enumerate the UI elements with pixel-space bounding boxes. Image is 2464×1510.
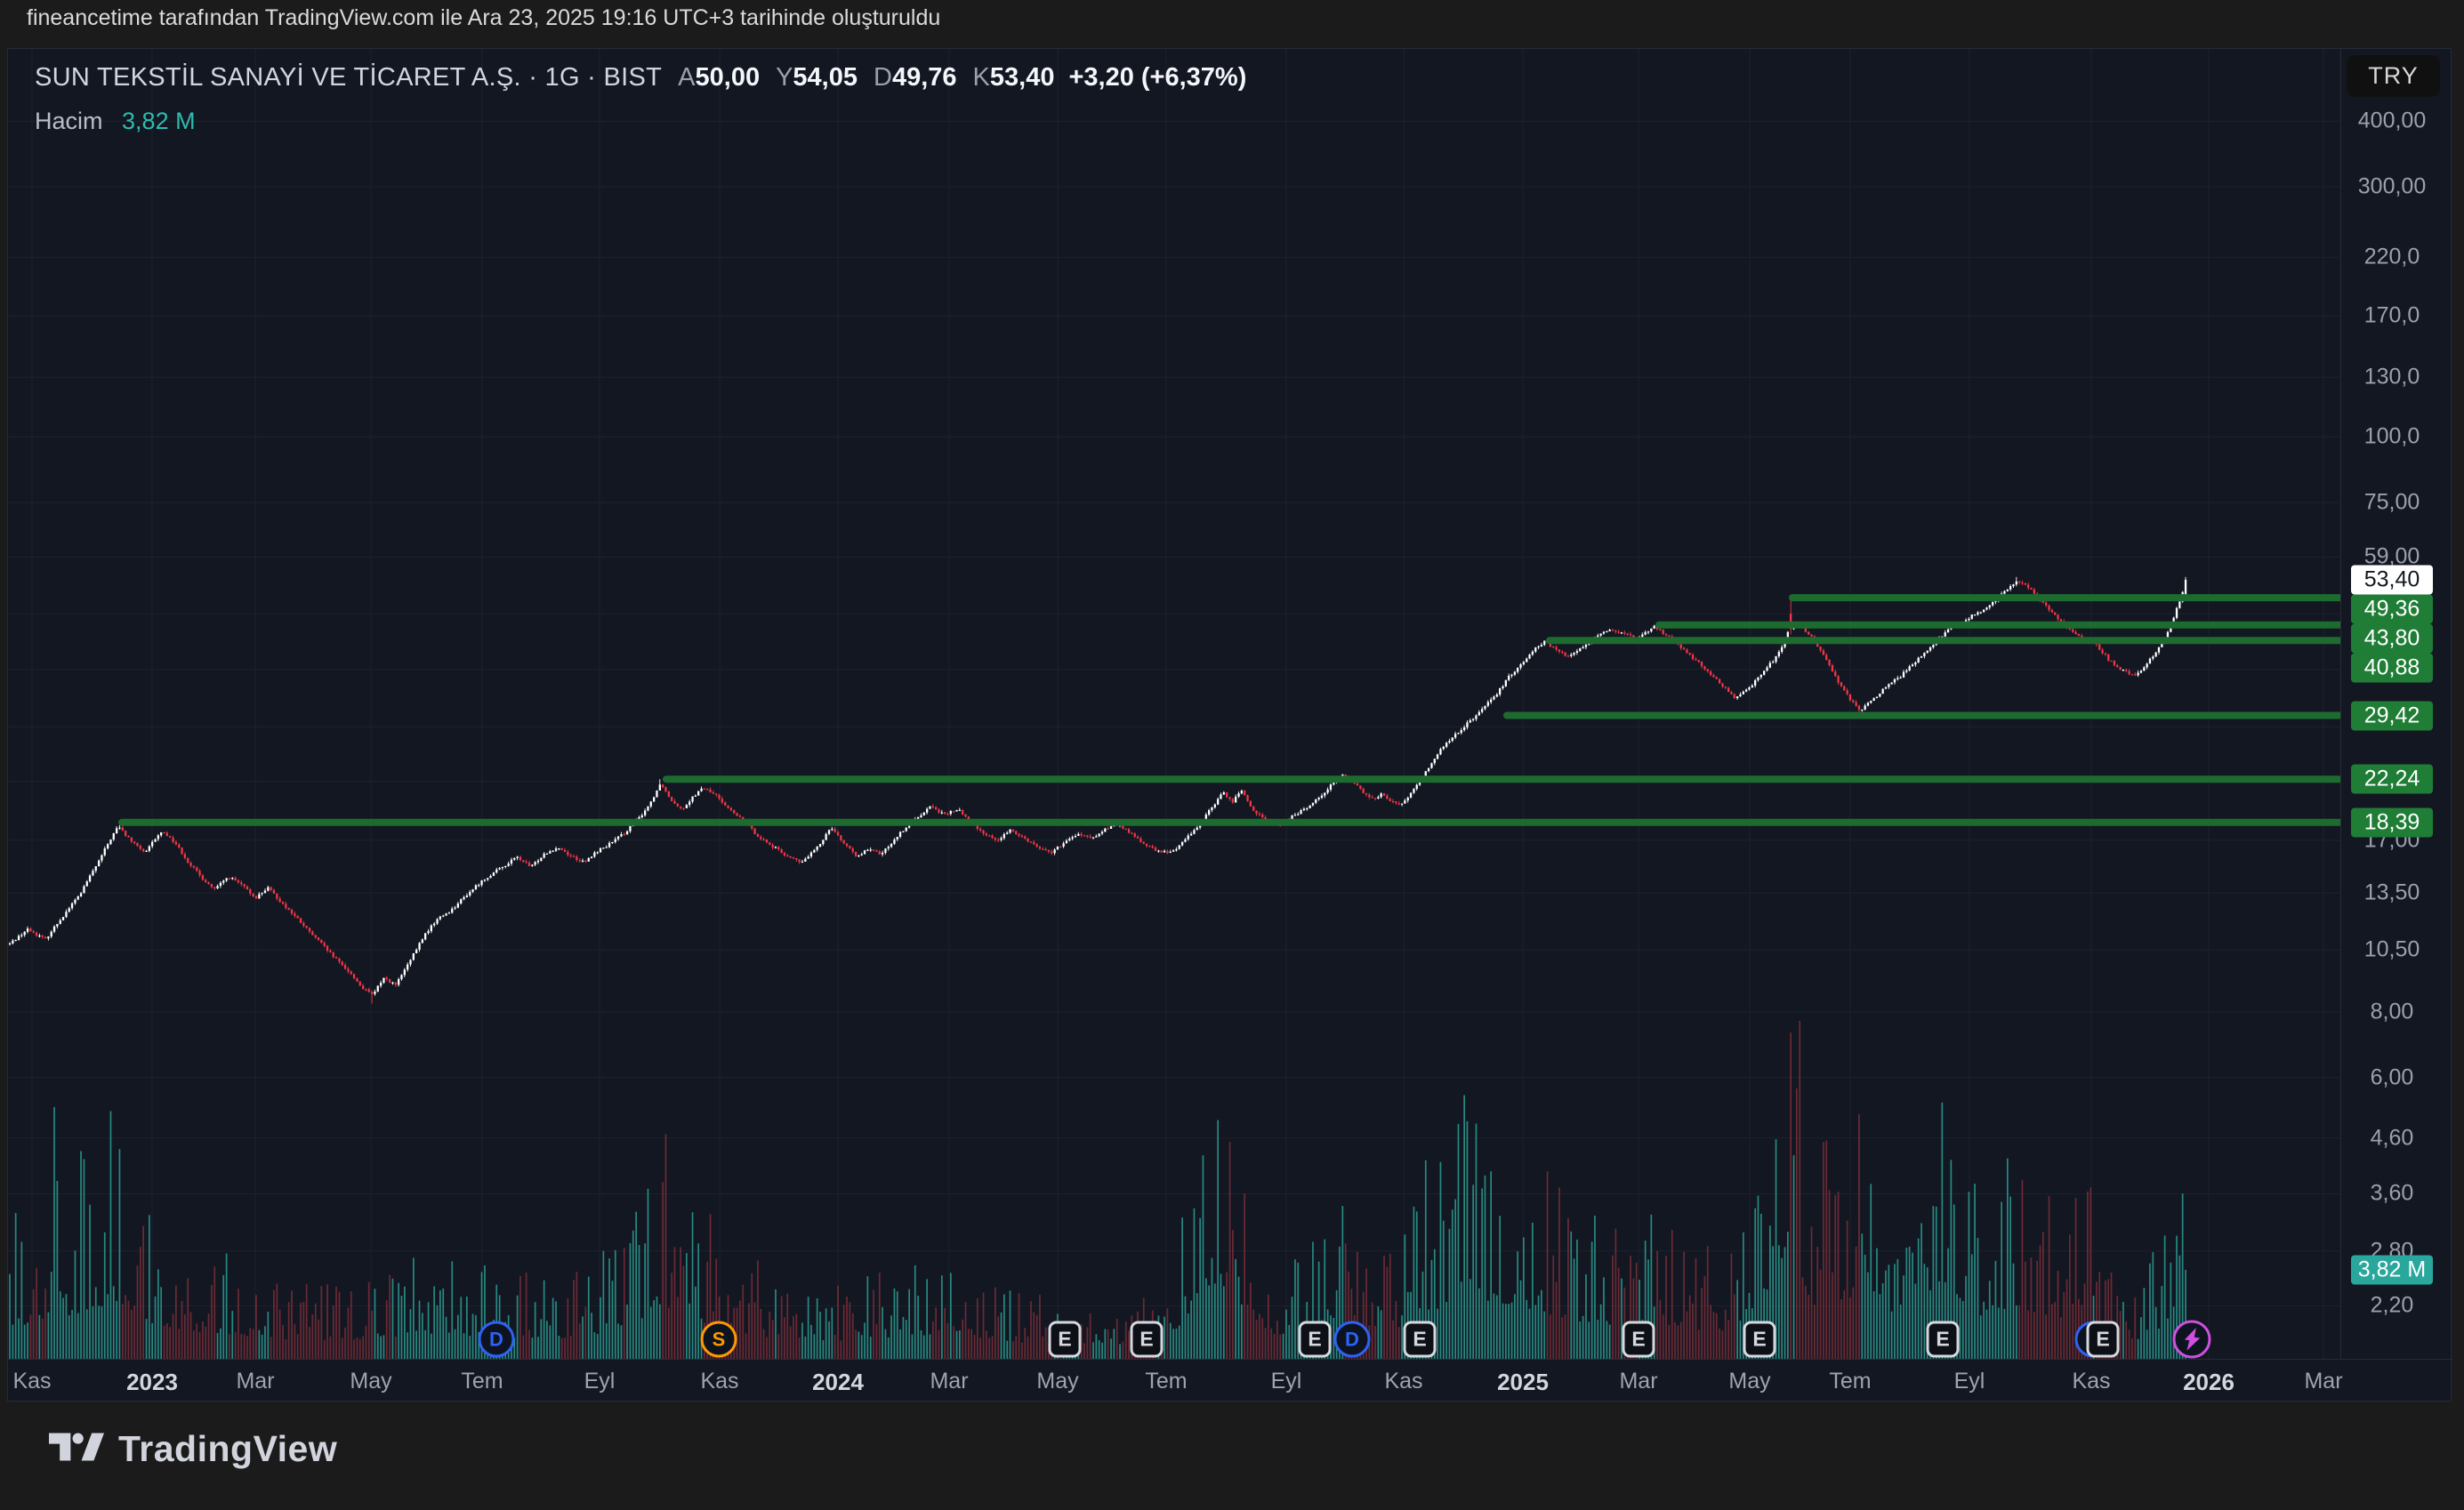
volume-label: Hacim	[35, 108, 103, 134]
price-tick-label: 220,0	[2363, 244, 2420, 269]
price-axis-divider	[2340, 49, 2341, 1359]
symbol-title: SUN TEKSTİL SANAYİ VE TİCARET A.Ş. · 1G …	[35, 63, 663, 92]
earnings-marker[interactable]: E	[1926, 1321, 1960, 1358]
price-tick-label: 300,00	[2357, 173, 2427, 199]
ohlc-key: Y	[776, 63, 793, 92]
currency-toggle-button[interactable]: TRY	[2347, 55, 2440, 97]
dividends-marker[interactable]: D	[1333, 1321, 1371, 1358]
earnings-marker[interactable]: E	[2086, 1321, 2120, 1358]
time-tick-label: Eyl	[1270, 1369, 1302, 1394]
price-chart-canvas[interactable]	[8, 49, 2340, 1359]
chart-frame: SUN TEKSTİL SANAYİ VE TİCARET A.Ş. · 1G …	[7, 48, 2452, 1402]
volume-row: Hacim 3,82 M	[35, 108, 196, 135]
level-price-label: 18,39	[2351, 807, 2433, 838]
time-axis-divider	[8, 1359, 2452, 1360]
price-tick-label: 8,00	[2370, 999, 2414, 1024]
tradingview-logo[interactable]: TradingView	[49, 1428, 337, 1470]
level-price-label: 43,80	[2351, 623, 2433, 654]
time-tick-label: Kas	[2072, 1369, 2111, 1394]
last-price-label: 53,40	[2351, 565, 2433, 595]
time-tick-label: May	[350, 1369, 392, 1394]
ohlc-value: 50,00	[695, 63, 761, 92]
ohlc-value: 54,05	[793, 63, 858, 92]
level-price-label: 29,42	[2351, 701, 2433, 731]
time-tick-label: Eyl	[584, 1369, 616, 1394]
volume-value-label: 3,82 M	[2351, 1255, 2433, 1285]
price-tick-label: 2,20	[2370, 1292, 2414, 1318]
price-tick-label: 75,00	[2363, 489, 2420, 515]
earnings-marker[interactable]: E	[1130, 1321, 1164, 1358]
snapshot-watermark: fineancetime tarafından TradingView.com …	[27, 5, 941, 30]
earnings-marker[interactable]: E	[1048, 1321, 1082, 1358]
time-tick-label: Tem	[1145, 1369, 1188, 1394]
price-tick-label: 10,50	[2363, 936, 2420, 962]
ohlc-values: A50,00 Y54,05 D49,76 K53,40	[662, 63, 1054, 92]
time-tick-label: Mar	[1619, 1369, 1658, 1394]
ohlc-value: 49,76	[891, 63, 957, 92]
level-price-label: 40,88	[2351, 653, 2433, 683]
time-tick-label: Kas	[700, 1369, 739, 1394]
ohlc-key: A	[678, 63, 696, 92]
time-tick-label: Mar	[930, 1369, 969, 1394]
price-tick-label: 6,00	[2370, 1064, 2414, 1090]
ohlc-value: 53,40	[989, 63, 1055, 92]
time-tick-label: Eyl	[1953, 1369, 1985, 1394]
time-tick-label: Mar	[236, 1369, 275, 1394]
time-tick-label: May	[1728, 1369, 1771, 1394]
earnings-marker[interactable]: E	[1298, 1321, 1332, 1358]
time-tick-label: Mar	[2304, 1369, 2343, 1394]
price-tick-label: 4,60	[2370, 1125, 2414, 1151]
time-tick-label: 2026	[2183, 1369, 2235, 1395]
time-tick-label: Kas	[12, 1369, 52, 1394]
ohlc-key: D	[874, 63, 892, 92]
earnings-marker[interactable]: E	[1403, 1321, 1437, 1358]
time-tick-label: 2025	[1497, 1369, 1549, 1395]
time-tick-label: May	[1036, 1369, 1079, 1394]
level-price-label: 22,24	[2351, 764, 2433, 794]
earnings-marker[interactable]: E	[1743, 1321, 1776, 1358]
price-tick-label: 13,50	[2363, 879, 2420, 905]
level-price-label: 49,36	[2351, 594, 2433, 624]
change-value: +3,20 (+6,37%)	[1068, 63, 1247, 92]
volume-current-value: 3,82 M	[122, 108, 196, 134]
price-tick-label: 3,60	[2370, 1180, 2414, 1206]
flash-marker[interactable]	[2172, 1320, 2211, 1359]
time-tick-label: Tem	[461, 1369, 503, 1394]
chart-legend: SUN TEKSTİL SANAYİ VE TİCARET A.Ş. · 1G …	[35, 63, 1246, 92]
ohlc-key: K	[972, 63, 990, 92]
tradingview-logo-text: TradingView	[118, 1428, 338, 1469]
price-tick-label: 59,00	[2363, 543, 2420, 569]
time-tick-label: Kas	[1384, 1369, 1423, 1394]
time-tick-label: 2024	[812, 1369, 864, 1395]
tradingview-logo-icon	[49, 1433, 104, 1466]
split-marker[interactable]: S	[700, 1321, 737, 1358]
time-tick-label: Tem	[1829, 1369, 1872, 1394]
earnings-marker[interactable]: E	[1622, 1321, 1655, 1358]
price-tick-label: 100,0	[2363, 423, 2420, 449]
price-tick-label: 400,00	[2357, 108, 2427, 133]
price-tick-label: 170,0	[2363, 302, 2420, 328]
time-tick-label: 2023	[126, 1369, 178, 1395]
dividends-marker[interactable]: D	[478, 1321, 515, 1358]
price-tick-label: 130,0	[2363, 364, 2420, 390]
